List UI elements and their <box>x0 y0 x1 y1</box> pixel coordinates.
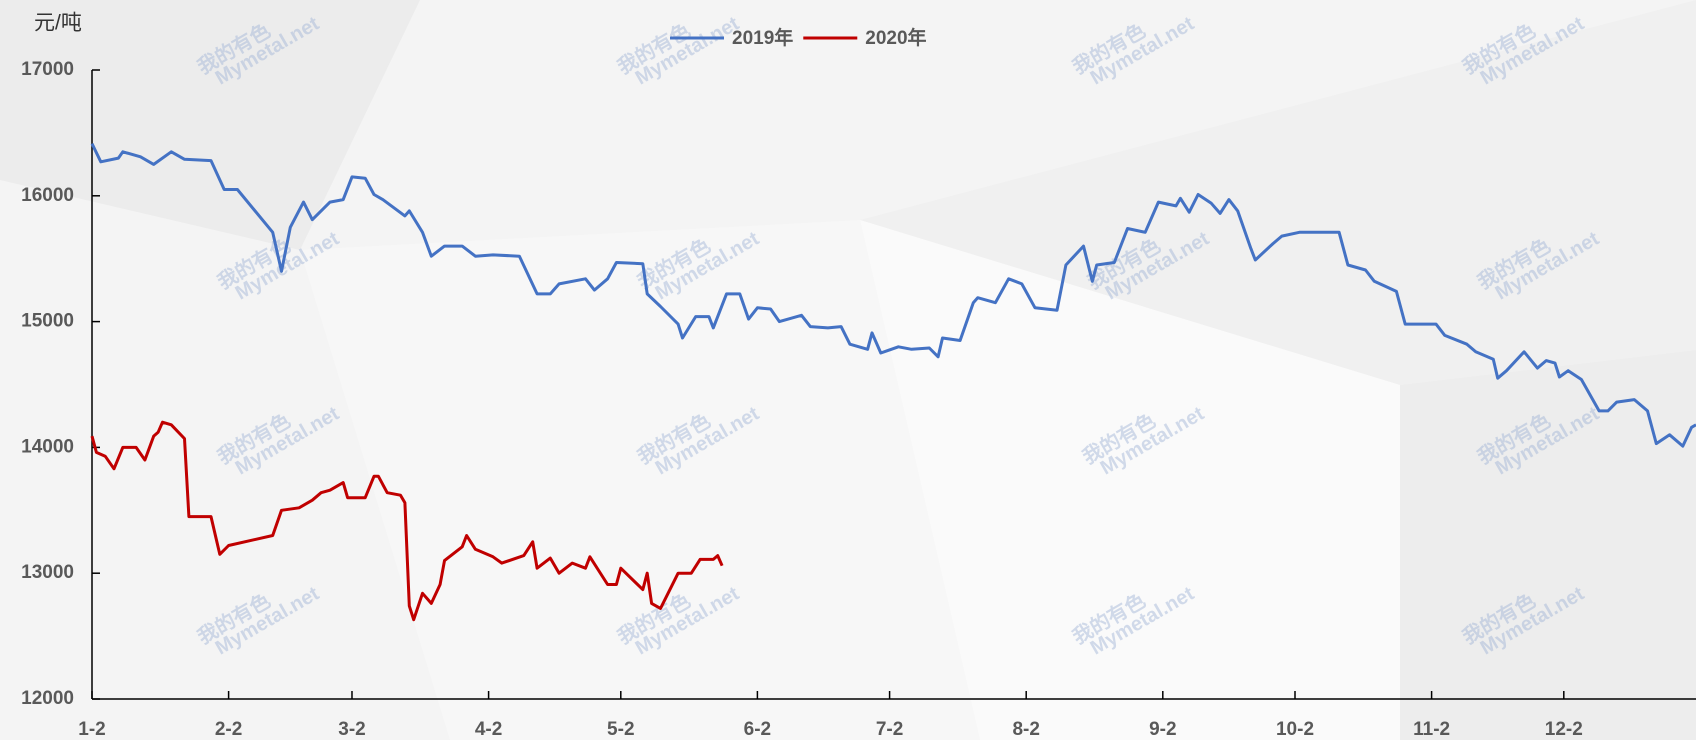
x-tick-label: 10-2 <box>1276 719 1314 740</box>
bg-shape <box>860 220 1400 740</box>
y-axis-unit: 元/吨 <box>34 12 82 35</box>
series-line <box>90 420 724 622</box>
bg-shape <box>860 0 1696 385</box>
x-tick-label: 5-2 <box>607 719 634 740</box>
y-tick-label: 14000 <box>21 436 74 457</box>
x-tick-label: 4-2 <box>475 719 502 740</box>
x-tick-label: 9-2 <box>1149 719 1176 740</box>
bg-shape <box>0 0 420 250</box>
y-tick-label: 13000 <box>21 562 74 583</box>
x-tick-label: 7-2 <box>876 719 903 740</box>
y-tick-label: 17000 <box>21 59 74 80</box>
x-tick-label: 11-2 <box>1413 719 1450 740</box>
legend: 2019年 2020年 <box>670 26 927 49</box>
bg-shape <box>300 220 980 740</box>
x-tick-label: 12-2 <box>1545 719 1583 740</box>
y-tick-label: 12000 <box>21 688 74 709</box>
y-tick-label: 15000 <box>21 311 74 332</box>
x-tick-label: 6-2 <box>744 719 771 740</box>
x-tick-label: 8-2 <box>1012 719 1039 740</box>
x-tick-label: 1-2 <box>78 719 105 740</box>
x-tick-label: 2-2 <box>215 719 242 740</box>
legend-label: 2019年 <box>732 26 793 49</box>
y-tick-label: 16000 <box>21 185 74 206</box>
x-tick-label: 3-2 <box>338 719 365 740</box>
bg-shape <box>1400 350 1696 740</box>
series-line <box>90 142 1696 448</box>
legend-label: 2020年 <box>865 26 926 49</box>
